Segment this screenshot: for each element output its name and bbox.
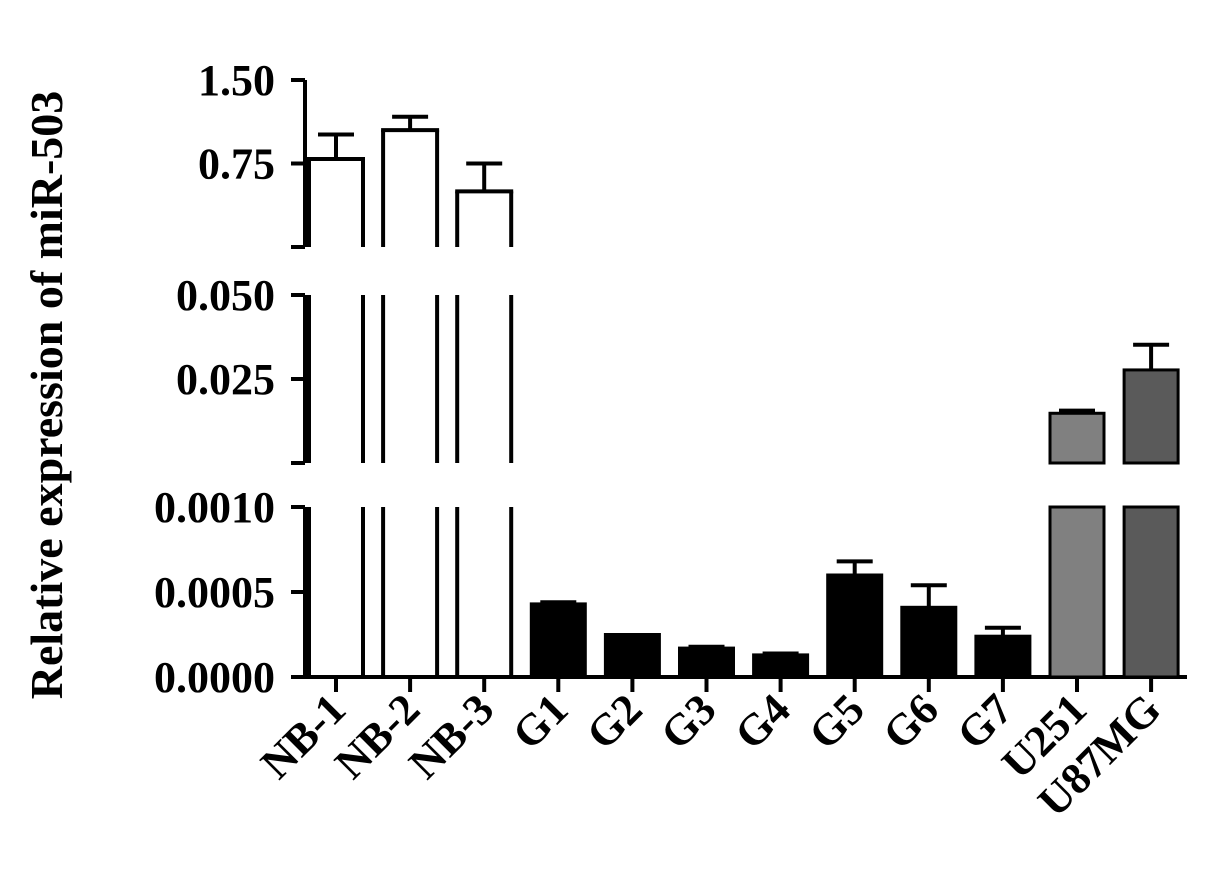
bar-fill	[1122, 505, 1180, 679]
bar-g1	[529, 600, 587, 679]
bar-g7	[974, 625, 1032, 679]
bar-fill	[974, 634, 1032, 679]
bar-u251	[1048, 408, 1106, 679]
bar-fill	[1122, 368, 1180, 465]
y-tick-label: 0.0000	[154, 653, 275, 702]
y-tick-label: 0.050	[176, 271, 275, 320]
bar-fill	[1048, 411, 1106, 465]
bar-fill	[826, 573, 884, 679]
y-tick-label: 0.75	[198, 140, 275, 189]
y-tick-label: 0.025	[176, 355, 275, 404]
bar-g3	[678, 644, 735, 679]
x-tick-label: G5	[799, 684, 873, 758]
bar-nb-3	[455, 161, 514, 677]
bar-fill	[603, 633, 661, 679]
bar-u87mg	[1122, 342, 1180, 679]
x-tick-label: NB-3	[399, 684, 503, 788]
y-axis-label: Relative expression of miR-503	[21, 91, 72, 700]
bar-fill	[900, 605, 958, 679]
bars	[307, 114, 1180, 679]
bar-g6	[900, 583, 958, 679]
x-tick-label: G3	[651, 684, 725, 758]
x-tick-label: NB-2	[325, 684, 429, 788]
bar-nb-1	[307, 132, 365, 677]
y-tick-label: 0.0010	[154, 483, 275, 532]
x-tick-label: G1	[503, 684, 577, 758]
bar-fill	[752, 653, 810, 679]
bar-fill	[529, 602, 587, 679]
x-tick-label: G4	[725, 684, 799, 758]
x-tick-label: G2	[577, 684, 651, 758]
axes: 0.0000 0.0005 0.0010 0.025 0.050 0.75 1.50	[154, 56, 1187, 702]
y-tick-label: 0.0005	[154, 568, 275, 617]
bar-fill	[678, 646, 735, 679]
y-tick-label: 1.50	[198, 56, 275, 105]
bar-nb-2	[381, 114, 440, 677]
bar-g4	[752, 651, 810, 679]
bar-fill	[1048, 505, 1106, 679]
bar-g2	[603, 633, 661, 679]
bar-g5	[826, 559, 884, 679]
x-tick-label: G6	[873, 684, 947, 758]
